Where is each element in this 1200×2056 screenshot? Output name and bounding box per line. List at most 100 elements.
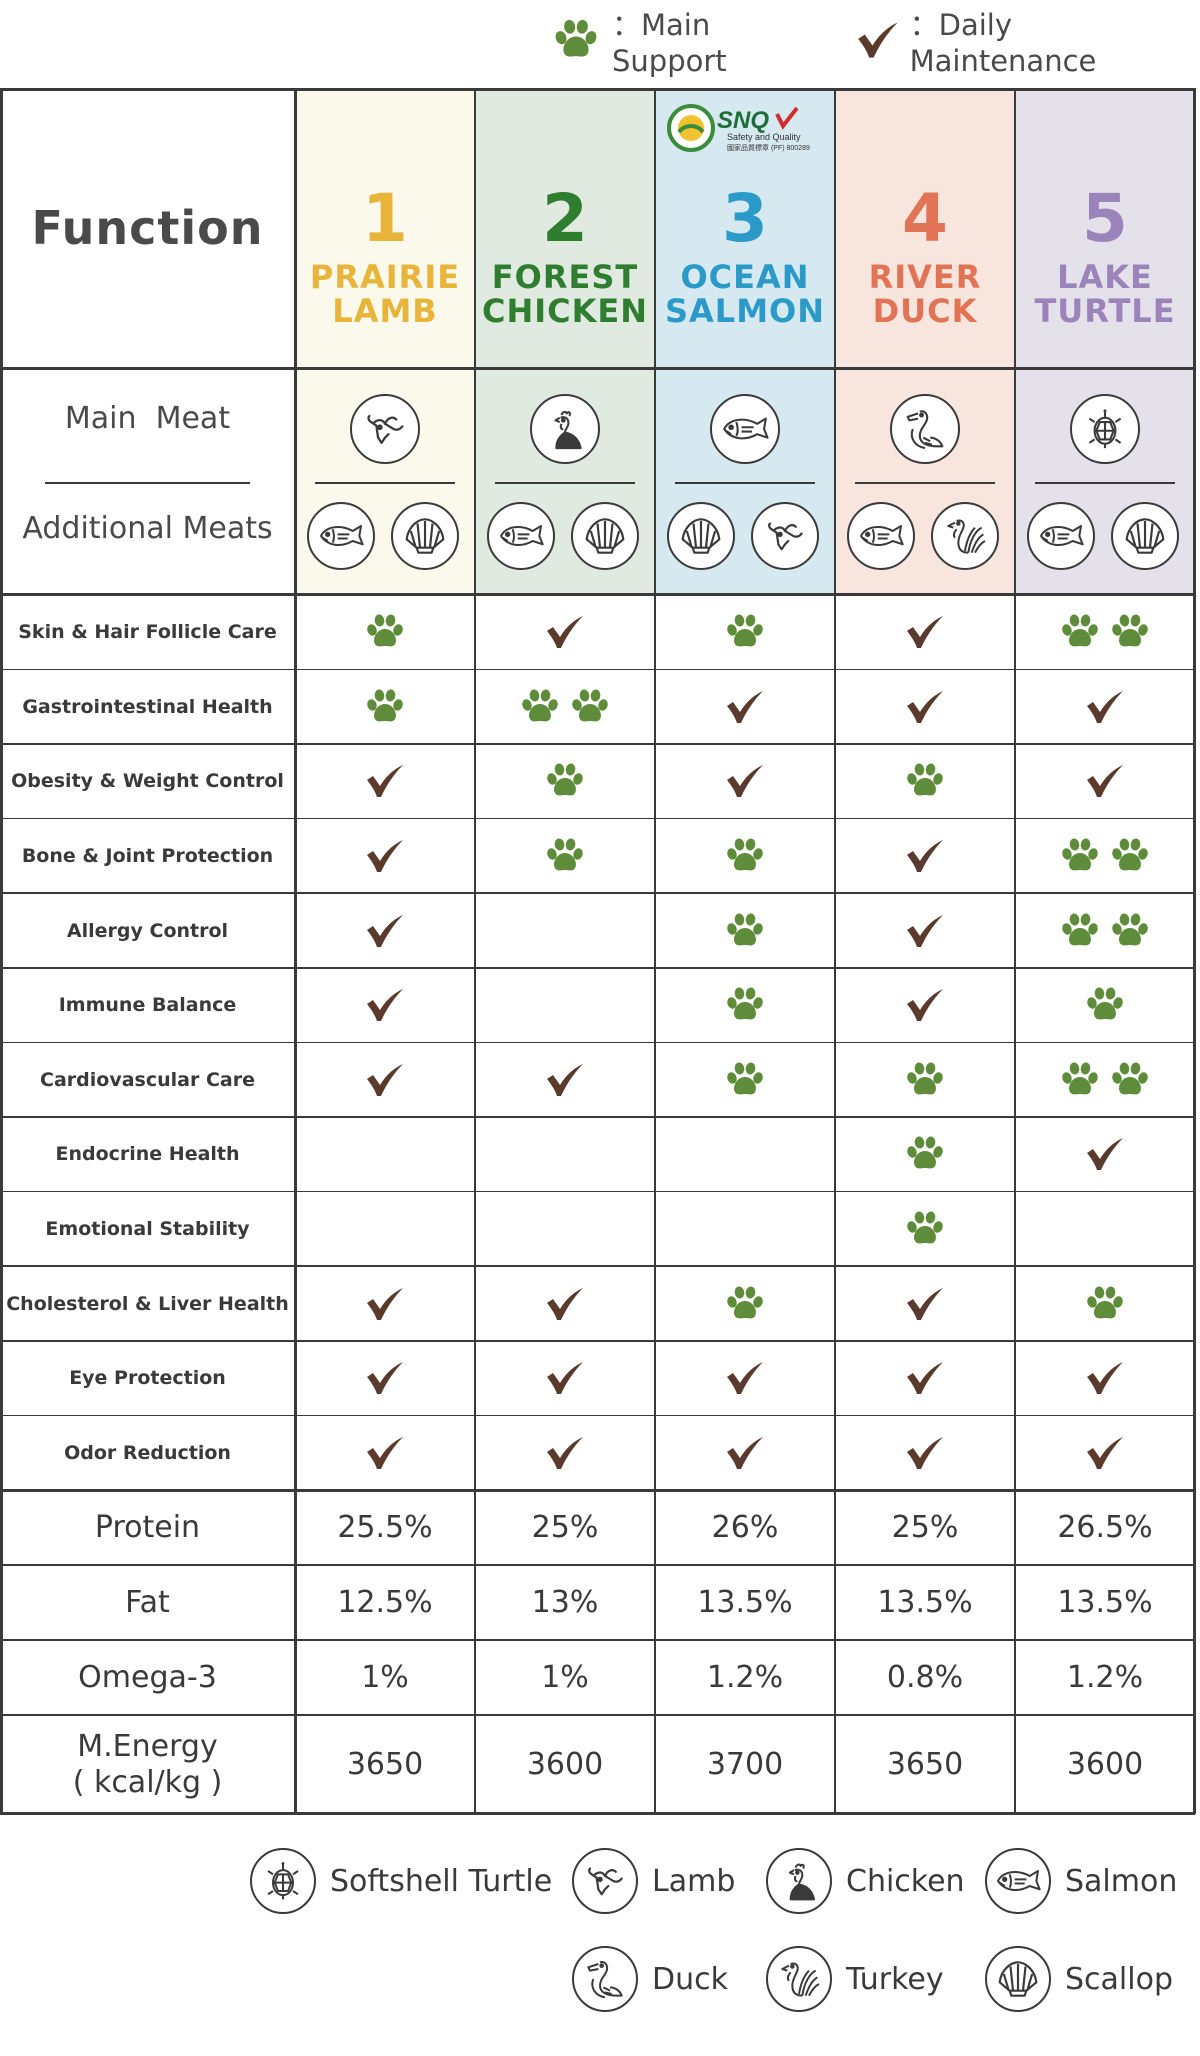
meat-legend-label: Lamb — [652, 1863, 736, 1899]
nutrition-value: 0.8% — [886, 1660, 964, 1696]
check-icon — [905, 615, 945, 649]
meat-legend-item: Lamb — [572, 1848, 735, 1914]
function-cell-mark — [835, 893, 1015, 968]
chicken-icon — [539, 403, 591, 455]
function-cell-mark — [655, 1341, 835, 1416]
paw-icon — [1057, 612, 1103, 652]
meat-legend-item: Salmon — [985, 1848, 1177, 1914]
nutrition-value: 25.5% — [337, 1510, 433, 1546]
paw-icon — [1057, 836, 1103, 876]
nutrition-value: 1% — [541, 1660, 589, 1696]
h-gridline — [0, 1190, 1195, 1193]
meat-divider — [1035, 482, 1175, 484]
nutrition-value: 3700 — [706, 1747, 784, 1783]
paw-icon — [722, 1284, 768, 1324]
product-number: 5 — [1082, 180, 1128, 257]
additional-meat-badge — [487, 502, 555, 570]
product-name-line1: RIVER — [868, 258, 982, 296]
table-bottom-border — [0, 1812, 1195, 1816]
v-gridline — [474, 88, 476, 1815]
nutrition-value: 13% — [531, 1585, 599, 1621]
function-cell-mark — [475, 1416, 655, 1491]
nutrition-value: 13.5% — [697, 1585, 793, 1621]
paw-icon — [902, 1060, 948, 1100]
turtle-icon — [258, 1856, 308, 1906]
v-gridline — [654, 88, 656, 1815]
meat-legend-label: Softshell Turtle — [330, 1863, 553, 1899]
nutrition-value: 1.2% — [1066, 1660, 1144, 1696]
v-gridline — [834, 88, 836, 1815]
comparison-table: Function 1 PRAIRIE LAMB 2 FOREST CHICKEN SNQ … — [0, 88, 1200, 1828]
product-name-line2: SALMON — [664, 292, 826, 330]
meat-divider — [855, 482, 995, 484]
function-cell-mark — [295, 670, 475, 745]
turkey-icon — [774, 1954, 824, 2004]
function-cell-mark — [475, 744, 655, 819]
meat-legend-label: Scallop — [1065, 1961, 1173, 1997]
legend-main-support-label: ：Main Support — [612, 8, 727, 78]
nutrition-value: 1.2% — [706, 1660, 784, 1696]
h-gridline — [0, 1340, 1195, 1342]
check-icon — [725, 690, 765, 724]
check-icon — [365, 1287, 405, 1321]
paw-icon — [550, 17, 602, 63]
svg-text:Safety and Quality: Safety and Quality — [727, 132, 801, 142]
scallop-icon — [993, 1954, 1043, 2004]
meat-legend-label: Duck — [652, 1961, 728, 1997]
paw-icon — [1107, 1060, 1153, 1100]
h-gridline — [0, 1265, 1195, 1267]
function-cell-mark — [295, 1266, 475, 1341]
h-gridline — [0, 1041, 1195, 1044]
additional-meat-badge — [391, 502, 459, 570]
h-gridline — [0, 743, 1195, 745]
product-name-line1: LAKE — [1057, 258, 1153, 296]
paw-icon — [1082, 1284, 1128, 1324]
nutrition-value: 13.5% — [877, 1585, 973, 1621]
nutrition-value: 26.5% — [1057, 1510, 1153, 1546]
additional-meat-badge — [1111, 502, 1179, 570]
function-cell-mark — [1015, 819, 1195, 894]
check-icon — [1085, 1361, 1125, 1395]
turkey-icon — [940, 511, 990, 561]
legend-daily-maintenance: ：Daily Maintenance — [856, 2, 1190, 78]
paw-icon — [362, 612, 408, 652]
duck-icon — [580, 1954, 630, 2004]
nutrition-value: 25% — [531, 1510, 599, 1546]
function-row-label: Gastrointestinal Health — [22, 695, 273, 718]
additional-meat-badge — [931, 502, 999, 570]
function-row-label: Skin & Hair Follicle Care — [18, 621, 277, 644]
svg-text:SNQ: SNQ — [717, 107, 769, 134]
meat-legend-label: Salmon — [1065, 1863, 1178, 1899]
meat-legend-badge — [572, 1946, 638, 2012]
function-row-label: Bone & Joint Protection — [21, 845, 274, 868]
check-icon — [545, 1361, 585, 1395]
h-gridline — [0, 817, 1195, 820]
function-cell-mark — [295, 968, 475, 1043]
h-gridline — [0, 1414, 1195, 1417]
label-divider — [45, 482, 250, 484]
paw-icon — [1082, 985, 1128, 1025]
check-icon — [905, 988, 945, 1022]
paw-icon — [722, 911, 768, 951]
function-cell-mark — [655, 744, 835, 819]
function-row-label: Endocrine Health — [55, 1143, 240, 1166]
product-name-line1: PRAIRIE — [309, 258, 461, 296]
function-cell-mark — [475, 819, 655, 894]
paw-icon — [550, 17, 602, 63]
function-cell-mark — [1015, 1266, 1195, 1341]
main-meat-badge — [530, 394, 600, 464]
chicken-icon — [774, 1856, 824, 1906]
function-cell-mark — [1015, 968, 1195, 1043]
h-gridline — [0, 892, 1195, 894]
function-cell-mark — [475, 1043, 655, 1118]
nutrition-value: 25% — [891, 1510, 959, 1546]
function-cell-mark — [1015, 1117, 1195, 1192]
function-cell-mark — [475, 1266, 655, 1341]
product-name-line2: DUCK — [872, 292, 978, 330]
legend-bar: ：Main Support ：Daily Maintenance — [550, 8, 1190, 78]
salmon-icon — [719, 403, 771, 455]
nutrition-value: 1% — [361, 1660, 409, 1696]
product-header-5: 5 LAKE TURTLE — [1015, 88, 1195, 368]
check-icon — [365, 1361, 405, 1395]
paw-icon — [722, 1060, 768, 1100]
